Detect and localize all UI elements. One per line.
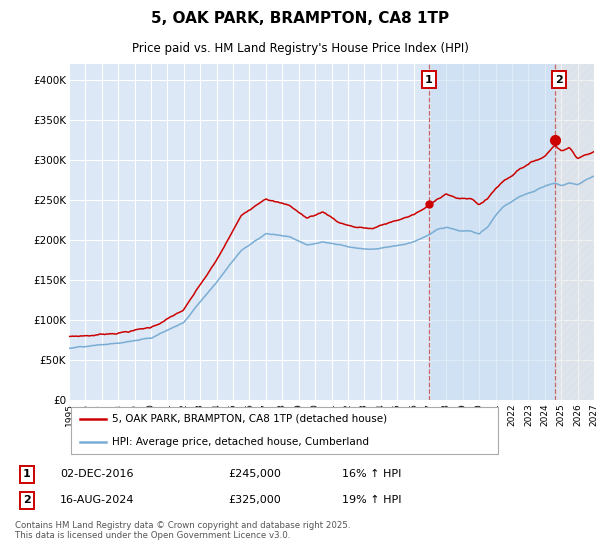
- Bar: [555, 64, 594, 400]
- Text: 1: 1: [23, 469, 31, 479]
- FancyBboxPatch shape: [71, 407, 498, 454]
- Text: 2: 2: [555, 74, 563, 85]
- Text: Price paid vs. HM Land Registry's House Price Index (HPI): Price paid vs. HM Land Registry's House …: [131, 43, 469, 55]
- Text: 16-AUG-2024: 16-AUG-2024: [60, 495, 134, 505]
- Text: 1: 1: [425, 74, 433, 85]
- Text: 5, OAK PARK, BRAMPTON, CA8 1TP: 5, OAK PARK, BRAMPTON, CA8 1TP: [151, 11, 449, 26]
- Text: 5, OAK PARK, BRAMPTON, CA8 1TP (detached house): 5, OAK PARK, BRAMPTON, CA8 1TP (detached…: [112, 414, 388, 424]
- Bar: [428, 64, 555, 400]
- Text: £245,000: £245,000: [228, 469, 281, 479]
- Text: Contains HM Land Registry data © Crown copyright and database right 2025.
This d: Contains HM Land Registry data © Crown c…: [15, 521, 350, 540]
- Text: £325,000: £325,000: [228, 495, 281, 505]
- Text: 16% ↑ HPI: 16% ↑ HPI: [342, 469, 401, 479]
- Text: 02-DEC-2016: 02-DEC-2016: [60, 469, 133, 479]
- Text: 2: 2: [23, 495, 31, 505]
- Text: 19% ↑ HPI: 19% ↑ HPI: [342, 495, 401, 505]
- Text: HPI: Average price, detached house, Cumberland: HPI: Average price, detached house, Cumb…: [112, 437, 369, 447]
